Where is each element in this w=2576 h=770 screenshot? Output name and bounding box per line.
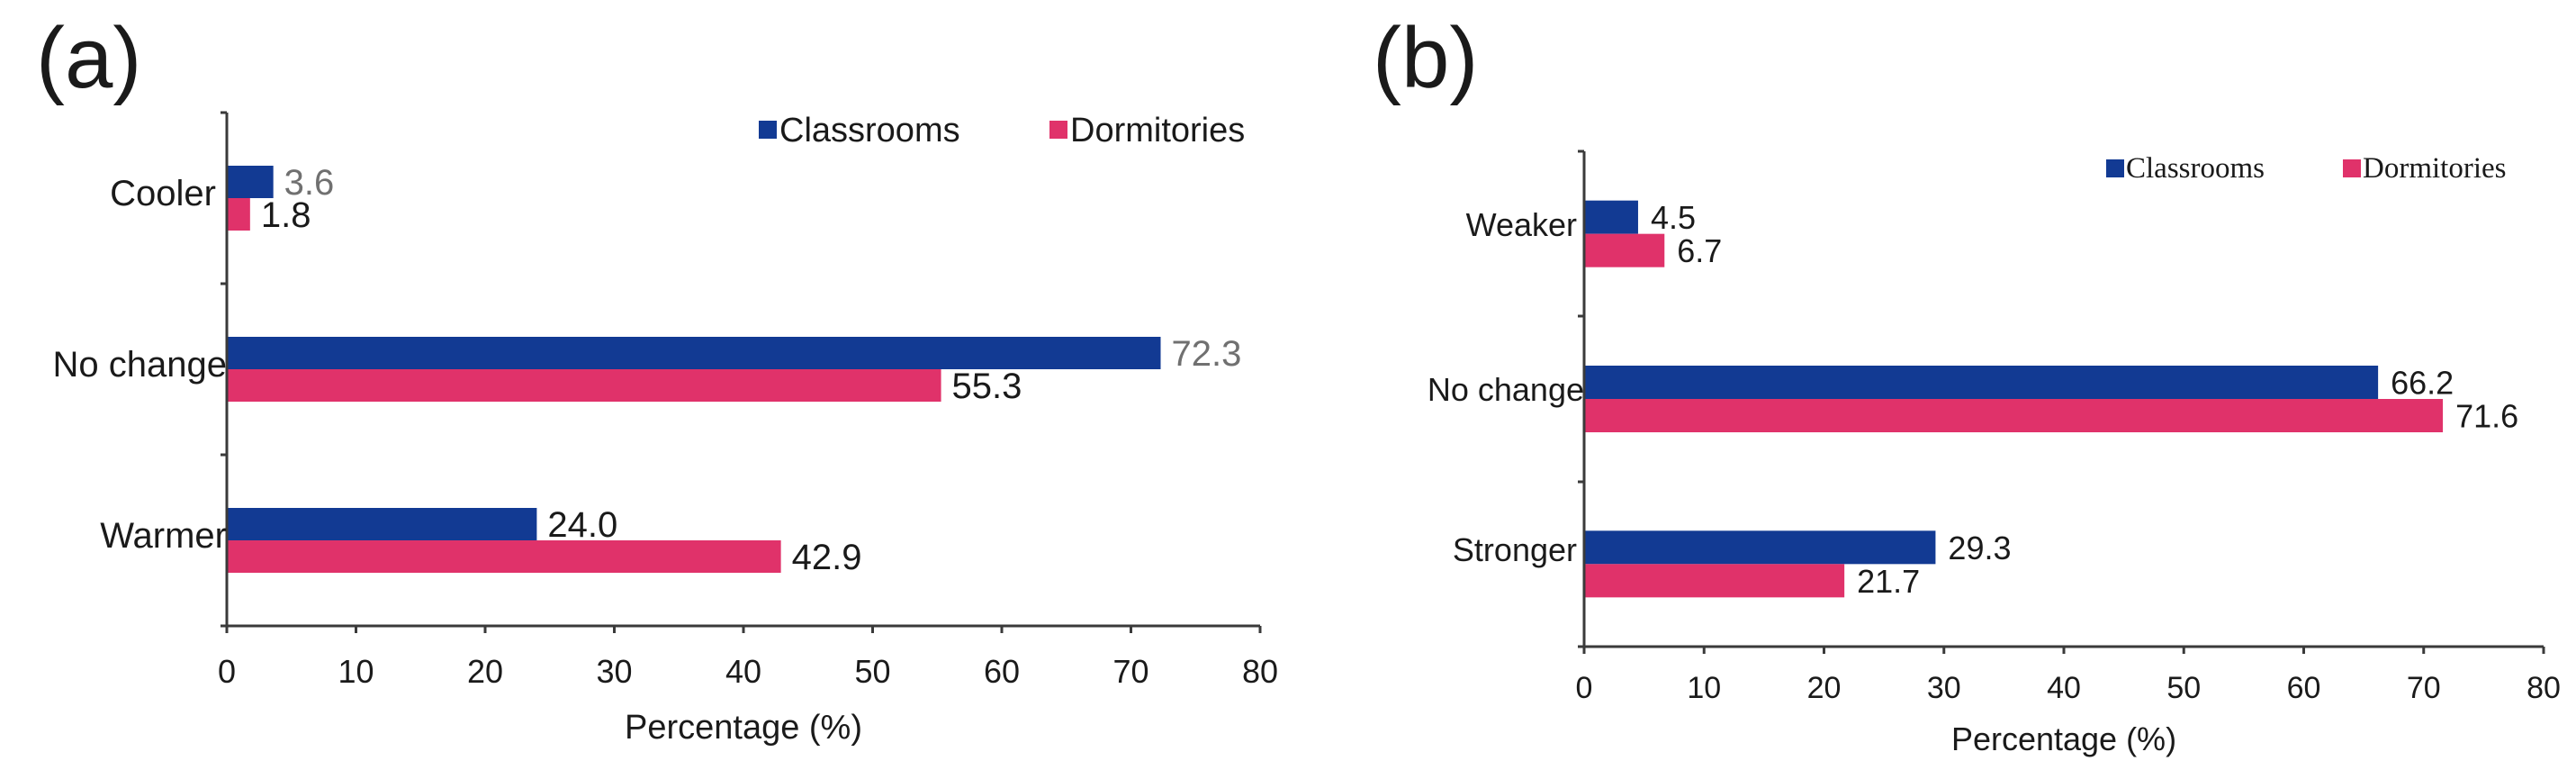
panel-label-a: (a): [36, 10, 141, 106]
data-label-b-nochange-dormitories: 71.6: [2455, 398, 2518, 435]
panel-a: (a) Classrooms Dormitories 3.6 1.8 72.3 …: [36, 10, 1278, 747]
x-tick-label-b-5: 50: [2166, 671, 2201, 705]
x-tick-label-b-0: 0: [1576, 671, 1593, 705]
data-label-b-weaker-dormitories: 6.7: [1677, 232, 1722, 269]
legend-a-swatch-classrooms: [759, 121, 777, 139]
x-tick-label-a-6: 60: [984, 653, 1020, 690]
legend-b-label-dormitories: Dormitories: [2363, 152, 2506, 185]
x-tick-label-b-2: 20: [1807, 671, 1842, 705]
x-tick-label-a-2: 20: [467, 653, 503, 690]
data-label-b-nochange-classrooms: 66.2: [2391, 365, 2454, 402]
bar-a-warmer-classrooms: [227, 508, 537, 540]
panel-label-b: (b): [1373, 10, 1478, 106]
legend-b: Classrooms Dormitories: [2106, 152, 2506, 185]
data-label-a-cooler-classrooms: 3.6: [284, 163, 335, 203]
data-label-b-stronger-classrooms: 29.3: [1948, 530, 2011, 566]
bar-a-warmer-dormitories: [227, 540, 781, 573]
x-tick-label-a-5: 50: [854, 653, 890, 690]
category-label-b-stronger: Stronger: [1453, 531, 1577, 568]
bar-a-nochange-classrooms: [227, 337, 1161, 369]
bar-a-cooler-classrooms: [227, 166, 274, 198]
bar-b-weaker-dormitories: [1584, 233, 1665, 267]
legend-b-label-classrooms: Classrooms: [2126, 152, 2265, 185]
legend-a-label-dormitories: Dormitories: [1070, 112, 1245, 149]
category-label-a-warmer: Warmer: [100, 516, 227, 556]
data-label-a-cooler-dormitories: 1.8: [261, 195, 311, 235]
legend-a-swatch-dormitories: [1049, 121, 1067, 139]
x-tick-label-a-1: 10: [338, 653, 374, 690]
x-tick-label-b-1: 10: [1687, 671, 1721, 705]
legend-b-swatch-classrooms: [2106, 159, 2124, 177]
data-label-b-stronger-dormitories: 21.7: [1857, 563, 1920, 600]
bar-a-cooler-dormitories: [227, 198, 250, 231]
bar-b-weaker-classrooms: [1584, 200, 1638, 234]
category-label-b-nochange: No change: [1428, 371, 1584, 408]
x-tick-label-b-8: 80: [2526, 671, 2561, 705]
data-label-a-warmer-dormitories: 42.9: [792, 538, 862, 577]
category-label-a-nochange: No change: [53, 345, 227, 385]
legend-b-swatch-dormitories: [2343, 159, 2361, 177]
data-label-a-warmer-classrooms: 24.0: [547, 505, 617, 545]
bar-b-stronger-dormitories: [1584, 564, 1845, 598]
x-axis-title-b: Percentage (%): [1951, 720, 2176, 757]
data-label-a-nochange-dormitories: 55.3: [952, 367, 1022, 406]
x-tick-label-a-4: 40: [725, 653, 761, 690]
bar-b-stronger-classrooms: [1584, 530, 1936, 565]
x-tick-label-a-3: 30: [596, 653, 632, 690]
x-tick-label-b-7: 70: [2407, 671, 2441, 705]
plot-area-a: 3.6 1.8 72.3 55.3 24.0 42.9 Cooler No ch…: [53, 111, 1278, 747]
x-axis-title-a: Percentage (%): [625, 709, 862, 747]
plot-area-b: 4.5 6.7 66.2 71.6 29.3 21.7 Weaker No ch…: [1428, 149, 2561, 757]
x-tick-label-b-6: 60: [2287, 671, 2321, 705]
x-tick-label-a-8: 80: [1242, 653, 1278, 690]
x-tick-label-a-0: 0: [218, 653, 236, 690]
legend-a: Classrooms Dormitories: [759, 112, 1245, 149]
x-tick-label-b-3: 30: [1927, 671, 1961, 705]
bar-b-nochange-dormitories: [1584, 399, 2444, 432]
panel-b: (b) Classrooms Dormitories 4.5 6.7 66.2 …: [1373, 10, 2561, 757]
legend-a-label-classrooms: Classrooms: [779, 112, 960, 149]
data-label-a-nochange-classrooms: 72.3: [1172, 334, 1242, 374]
category-label-a-cooler: Cooler: [110, 174, 216, 213]
bar-b-nochange-classrooms: [1584, 366, 2379, 399]
category-label-b-weaker: Weaker: [1466, 206, 1577, 243]
data-label-b-weaker-classrooms: 4.5: [1651, 199, 1696, 236]
bar-a-nochange-dormitories: [227, 369, 941, 402]
x-tick-label-b-4: 40: [2047, 671, 2081, 705]
x-tick-label-a-7: 70: [1112, 653, 1148, 690]
